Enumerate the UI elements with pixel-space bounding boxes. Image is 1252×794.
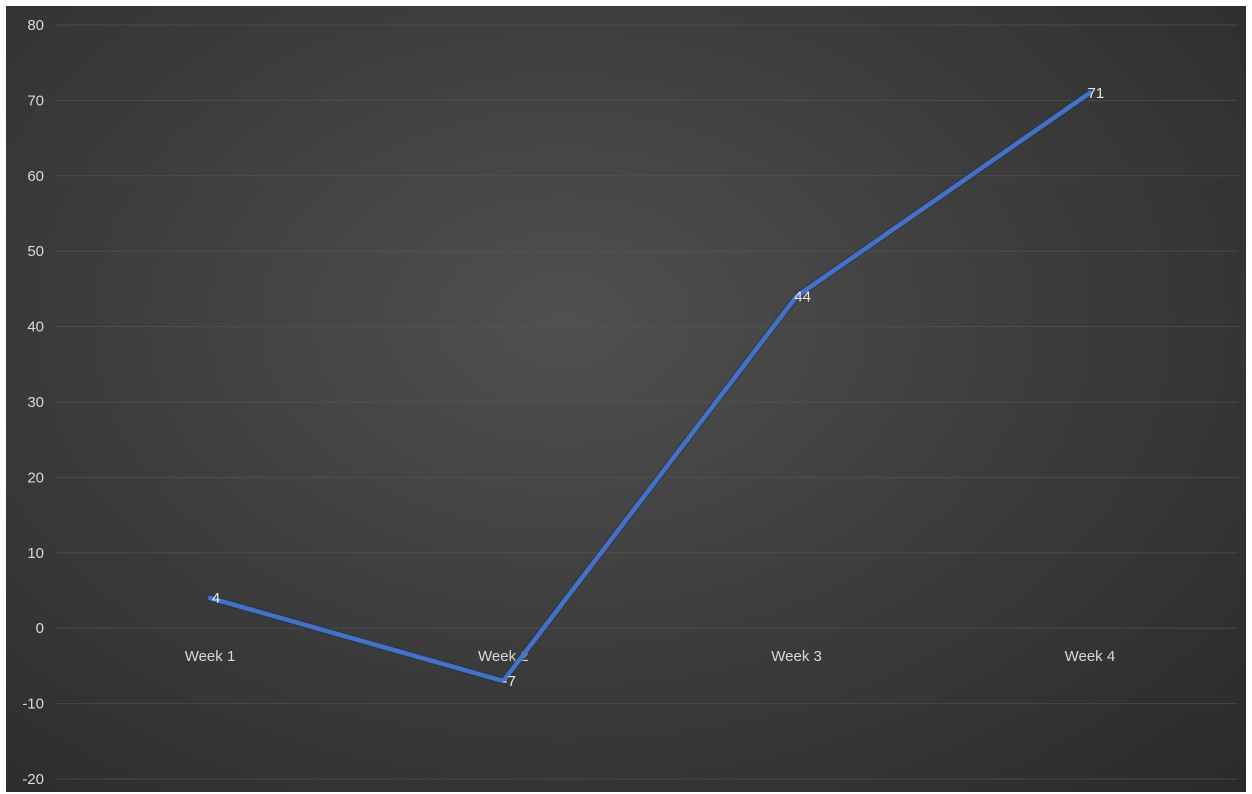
- x-tick-label: Week 1: [185, 648, 236, 665]
- y-tick-label: -20: [22, 771, 44, 788]
- x-axis-ticks: Week 1 Week 2 Week 3 Week 4: [185, 648, 1115, 665]
- data-point: [207, 595, 213, 601]
- y-tick-label: 70: [27, 92, 44, 109]
- y-tick-label: 40: [27, 319, 44, 336]
- x-tick-label: Week 4: [1065, 648, 1116, 665]
- chart-area: -20 -10 0 10 20 30 40 50 60 70 80 Week 1 Week 2 Week…: [6, 6, 1246, 792]
- series: [206, 89, 1094, 685]
- series-line: [207, 90, 1093, 684]
- data-point: [501, 678, 506, 684]
- data-label: 71: [1088, 85, 1105, 102]
- y-axis-ticks: -20 -10 0 10 20 30 40 50 60 70 80: [22, 17, 44, 788]
- gridlines: [56, 24, 1238, 780]
- y-tick-label: 60: [27, 168, 44, 185]
- y-tick-label: 10: [27, 545, 44, 562]
- y-tick-label: 20: [27, 469, 44, 486]
- series-line-shadow: [206, 89, 1094, 685]
- data-point: [1087, 90, 1093, 96]
- y-tick-label: 80: [27, 17, 44, 34]
- y-tick-label: 0: [36, 620, 44, 637]
- data-label: -7: [503, 673, 516, 690]
- x-tick-label: Week 3: [771, 648, 822, 665]
- data-point: [794, 294, 799, 299]
- data-label: 44: [794, 288, 811, 305]
- y-tick-label: 30: [27, 394, 44, 411]
- y-tick-label: 50: [27, 243, 44, 260]
- data-label: 4: [212, 590, 220, 607]
- y-tick-label: -10: [22, 696, 44, 713]
- data-labels: 4 -7 44 71: [212, 85, 1104, 690]
